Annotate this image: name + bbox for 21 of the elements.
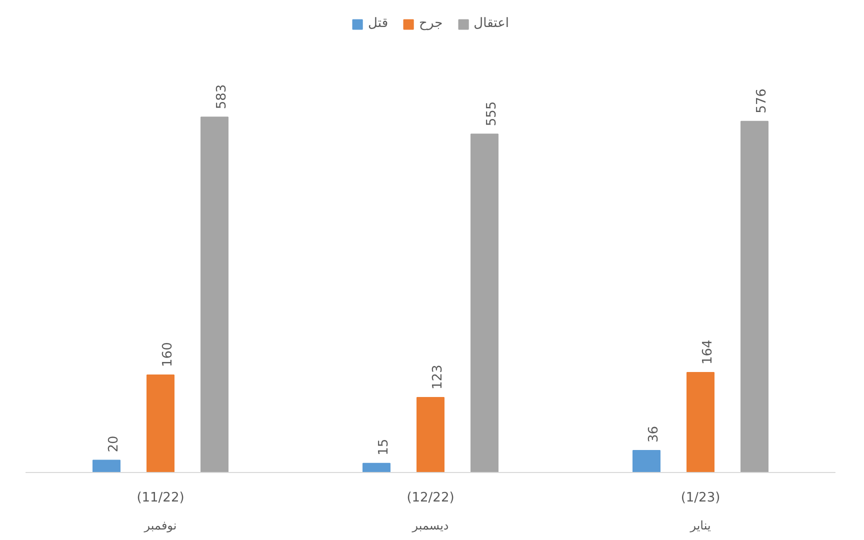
bar: [362, 462, 390, 472]
legend-label: اعتقال: [474, 16, 509, 31]
bar: [632, 450, 660, 472]
data-label: 123: [430, 364, 446, 390]
bar: [740, 120, 768, 472]
data-label: 555: [484, 101, 500, 126]
data-label: 576: [754, 88, 770, 114]
data-label: 583: [214, 84, 230, 110]
data-label: 20: [106, 436, 122, 452]
bar: [200, 116, 228, 472]
data-label: 160: [160, 342, 176, 367]
bar: [92, 460, 120, 472]
legend-label: قتل: [368, 16, 388, 31]
data-label: 36: [646, 426, 662, 443]
data-label: 164: [700, 340, 716, 365]
bar: [686, 372, 714, 472]
bar: [146, 374, 174, 472]
legend-label: جرح: [419, 16, 443, 31]
bar: [416, 397, 444, 472]
bar: [470, 134, 498, 472]
data-label: 15: [376, 438, 392, 456]
